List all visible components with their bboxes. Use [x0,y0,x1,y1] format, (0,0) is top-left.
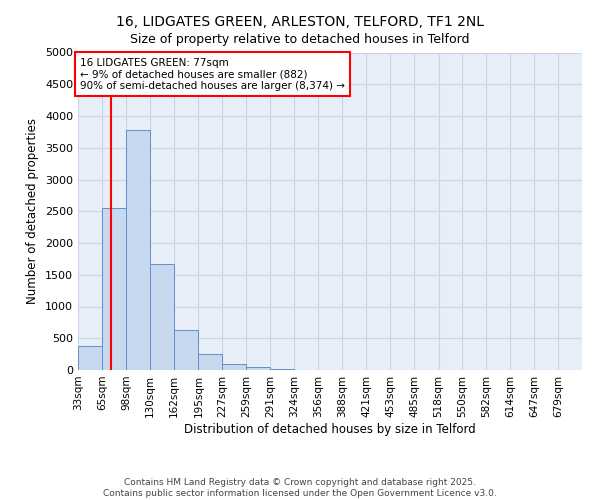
Text: Size of property relative to detached houses in Telford: Size of property relative to detached ho… [130,32,470,46]
X-axis label: Distribution of detached houses by size in Telford: Distribution of detached houses by size … [184,422,476,436]
Bar [174,330,199,370]
Bar [150,264,174,370]
Bar [102,208,127,370]
Bar [246,367,270,370]
Text: 16 LIDGATES GREEN: 77sqm
← 9% of detached houses are smaller (882)
90% of semi-d: 16 LIDGATES GREEN: 77sqm ← 9% of detache… [80,58,345,91]
Text: Contains HM Land Registry data © Crown copyright and database right 2025.
Contai: Contains HM Land Registry data © Crown c… [103,478,497,498]
Bar [199,354,222,370]
Bar [127,130,150,370]
Y-axis label: Number of detached properties: Number of detached properties [26,118,40,304]
Bar [222,364,246,370]
Bar [78,346,102,370]
Text: 16, LIDGATES GREEN, ARLESTON, TELFORD, TF1 2NL: 16, LIDGATES GREEN, ARLESTON, TELFORD, T… [116,15,484,29]
